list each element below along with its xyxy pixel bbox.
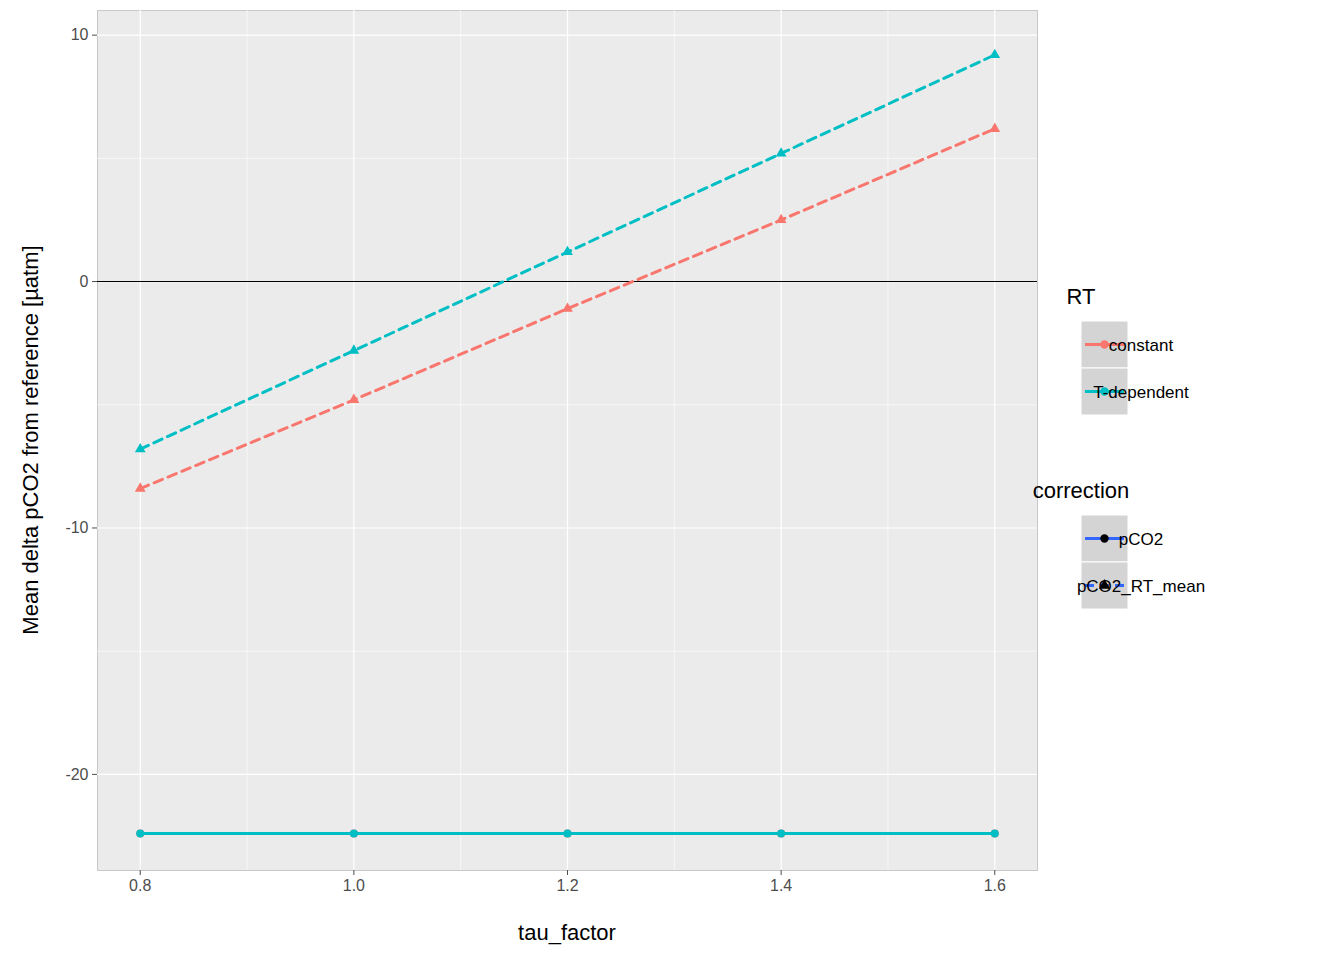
svg-text:1.6: 1.6 [984, 877, 1006, 894]
svg-text:-20: -20 [65, 766, 88, 783]
svg-text:1.2: 1.2 [556, 877, 578, 894]
svg-text:pCO2_RT_mean: pCO2_RT_mean [1077, 577, 1205, 596]
svg-text:1.4: 1.4 [770, 877, 792, 894]
svg-text:RT: RT [1067, 284, 1096, 309]
svg-text:1.0: 1.0 [343, 877, 365, 894]
svg-text:constant: constant [1109, 336, 1174, 355]
svg-text:10: 10 [71, 26, 89, 43]
svg-text:pCO2: pCO2 [1119, 530, 1163, 549]
svg-text:0: 0 [80, 273, 89, 290]
svg-text:-10: -10 [65, 519, 88, 536]
svg-text:Mean delta pCO2 from reference: Mean delta pCO2 from reference [µatm] [18, 245, 43, 634]
svg-text:T-dependent: T-dependent [1093, 383, 1189, 402]
svg-text:0.8: 0.8 [129, 877, 151, 894]
svg-text:tau_factor: tau_factor [518, 920, 616, 945]
svg-text:correction: correction [1033, 478, 1130, 503]
